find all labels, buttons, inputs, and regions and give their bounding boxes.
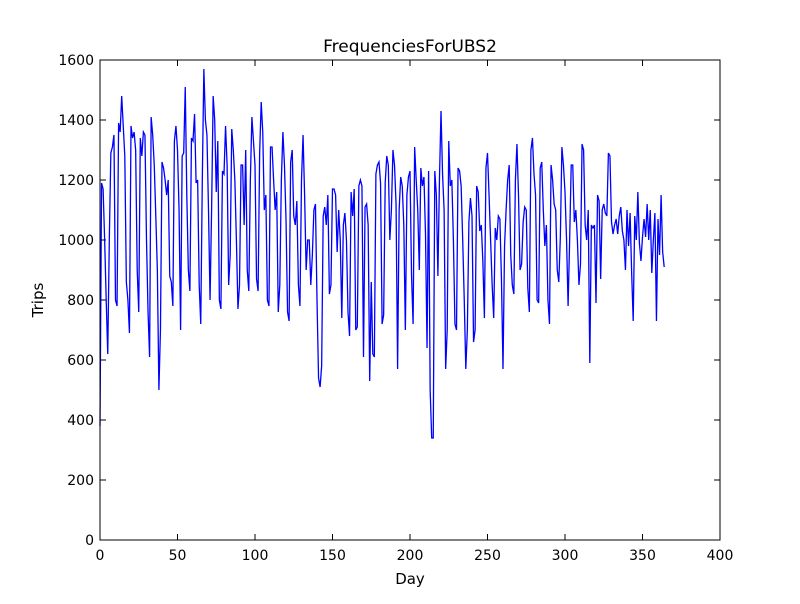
data-line xyxy=(99,68,665,439)
y-tick-label: 600 xyxy=(67,353,94,369)
x-tick-label: 200 xyxy=(397,548,424,564)
x-tick-label: 50 xyxy=(169,548,187,564)
x-tick-label: 100 xyxy=(242,548,269,564)
y-axis-label: Trips xyxy=(29,283,47,319)
x-tick-label: 350 xyxy=(629,548,656,564)
y-tick-label: 1400 xyxy=(58,113,94,129)
x-tick-label: 400 xyxy=(707,548,734,564)
y-tick-label: 400 xyxy=(67,413,94,429)
y-tick-label: 200 xyxy=(67,473,94,489)
chart-title: FrequenciesForUBS2 xyxy=(323,37,497,57)
x-tick-label: 250 xyxy=(474,548,501,564)
x-axis-label: Day xyxy=(395,570,425,588)
y-tick-label: 800 xyxy=(67,293,94,309)
plot-frame xyxy=(99,59,721,541)
x-tick-label: 0 xyxy=(96,548,105,564)
y-tick-label: 0 xyxy=(85,533,94,549)
x-tick-label: 150 xyxy=(319,548,346,564)
y-tick-label: 1600 xyxy=(58,53,94,69)
y-tick-label: 1000 xyxy=(58,233,94,249)
x-tick-label: 300 xyxy=(552,548,579,564)
y-tick-label: 1200 xyxy=(58,173,94,189)
